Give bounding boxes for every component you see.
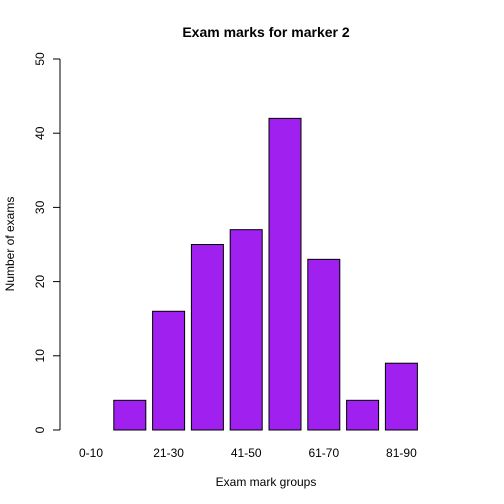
x-tick-label: 41-50	[231, 446, 262, 460]
bar-41-50	[229, 229, 263, 431]
bar-71-80	[346, 399, 380, 431]
x-axis-labels: 0-10 21-30 41-50 61-70 81-90	[79, 446, 417, 460]
x-tick-label: 61-70	[308, 446, 339, 460]
y-tick-label: 10	[33, 349, 47, 363]
bar-61-70	[307, 258, 341, 431]
x-tick-label: 21-30	[153, 446, 184, 460]
bar-81-90	[384, 362, 418, 431]
bar-11-20	[113, 399, 147, 431]
bars	[113, 117, 418, 431]
bar-51-60	[268, 117, 302, 431]
bar-21-30	[152, 310, 186, 431]
y-tick-label: 0	[33, 426, 47, 433]
y-tick-label: 50	[33, 52, 47, 66]
y-tick-label: 40	[33, 126, 47, 140]
chart-title: Exam marks for marker 2	[182, 24, 350, 40]
x-tick-label: 0-10	[79, 446, 103, 460]
y-tick-label: 20	[33, 275, 47, 289]
bar-31-40	[190, 244, 224, 431]
x-axis-label: Exam mark groups	[216, 475, 317, 489]
y-axis: 0 10 20 30 40 50	[33, 52, 61, 433]
y-tick-label: 30	[33, 200, 47, 214]
x-tick-label: 81-90	[386, 446, 417, 460]
y-axis-label: Number of exams	[3, 197, 17, 292]
